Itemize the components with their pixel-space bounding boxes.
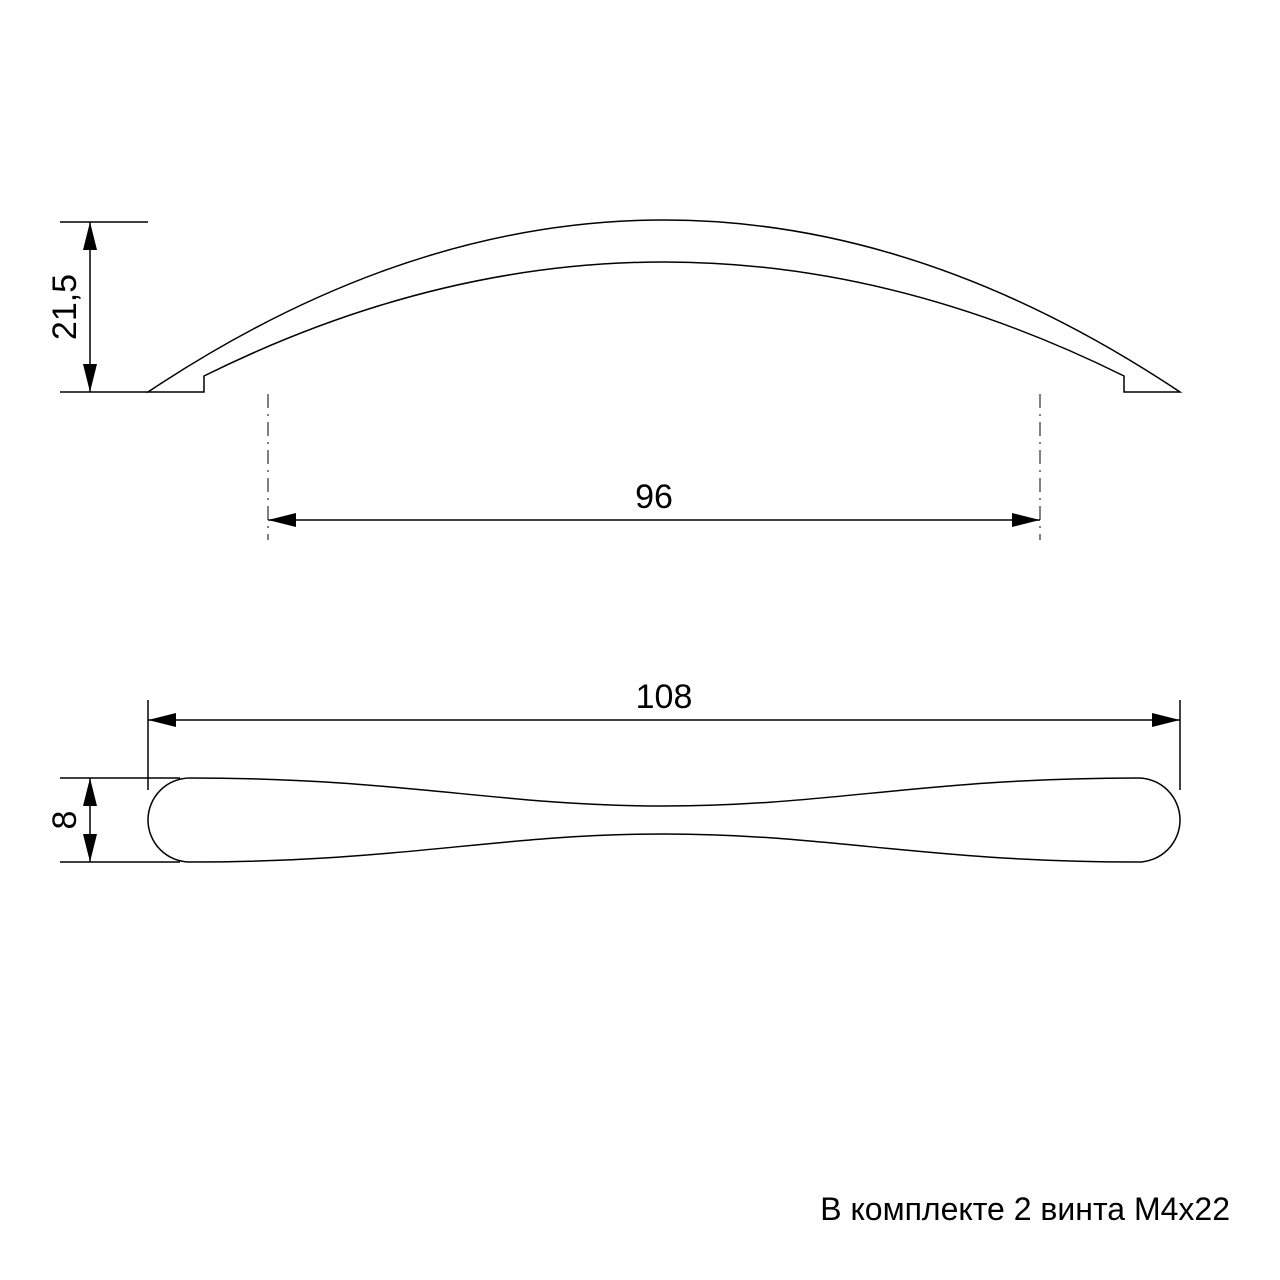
dim-label-8: 8 — [46, 811, 84, 830]
dimension-arrow — [1012, 513, 1040, 527]
technical-drawing: 21,5 96 108 8 В комплекте 2 винта М4х22 — [0, 0, 1280, 1280]
handle-top-view — [148, 778, 1180, 862]
dim-label-108: 108 — [636, 678, 693, 716]
dimension-arrow — [1152, 713, 1180, 727]
dimension-arrow — [148, 713, 176, 727]
dimension-arrow — [83, 222, 97, 250]
dim-label-height: 21,5 — [46, 274, 84, 340]
dimension-arrow — [83, 834, 97, 862]
dimension-arrow — [83, 364, 97, 392]
included-hardware-note: В комплекте 2 винта М4х22 — [820, 1191, 1230, 1227]
handle-side-view — [148, 220, 1180, 392]
dimension-arrow — [83, 778, 97, 806]
dim-label-96: 96 — [635, 478, 673, 516]
dimension-arrow — [268, 513, 296, 527]
